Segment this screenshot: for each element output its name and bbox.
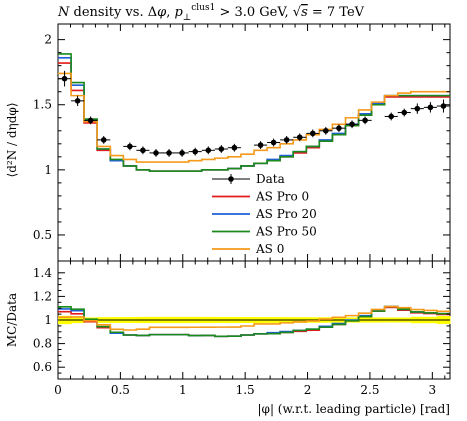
data-point [349,121,355,128]
data-point [270,139,277,146]
title-cut: > 3.0 GeV, [215,5,292,20]
x-tick-label: 1.5 [236,383,255,397]
data-point [218,146,225,152]
y-axis-label-ratio: MC/Data [5,293,19,347]
x-axis-label: |φ| (w.r.t. leading particle) [rad] [258,402,451,416]
title-perp: ⊥ [183,13,191,23]
title-density-vs: density vs. Δ [69,5,157,20]
ratio-line-as-0 [58,305,450,331]
data-point [401,109,408,116]
data-point [127,143,133,150]
y-tick-label-ratio: 1.2 [33,289,52,303]
series-line-as-pro-50 [58,53,450,172]
data-point [336,125,342,131]
data-point [440,103,447,109]
x-tick-label: 3 [429,383,437,397]
data-point [179,150,185,156]
title-comma: , [166,5,174,20]
data-point [231,144,238,151]
x-tick-label: 2 [304,383,312,397]
data-point [74,98,81,104]
title-phi: φ [157,5,167,20]
data-point [388,113,395,120]
y-axis-label-main: ⟨d²N / dηdφ⟩ [5,103,19,178]
legend-label-as-pro-0: AS Pro 0 [255,190,309,204]
title-p: p [174,5,183,20]
ratio-band-layer [58,315,451,325]
main-series-layer [58,53,450,172]
data-point [87,117,94,124]
x-tick-label: 1 [179,383,187,397]
legend-label-data: Data [256,172,285,186]
y-tick-label-main: 1 [44,163,52,177]
y-tick-label-ratio: 0.6 [33,360,52,374]
title-s: s [301,5,308,20]
data-point [153,150,159,156]
data-point [362,117,368,124]
title-clus: clus1 [191,3,215,13]
y-tick-label-ratio: 1 [44,313,52,327]
main-panel-frame [57,23,451,262]
data-point [427,104,434,111]
data-point [414,105,421,112]
y-tick-label-main: 2 [44,33,52,47]
chart-title: N density vs. Δφ, p⊥clus1 > 3.0 GeV, √s … [57,3,365,23]
data-point [205,147,212,154]
data-point [100,137,107,143]
title-n: N [57,5,70,20]
data-point [296,134,303,141]
data-point [323,127,329,134]
legend: Data AS Pro 0 AS Pro 20 AS Pro 50 AS 0 [212,172,317,256]
x-tick-label: 2.5 [360,383,379,397]
data-point [140,147,146,154]
y-tick-label-ratio: 0.8 [33,337,52,351]
data-point [283,137,290,143]
x-tick-label: 0.5 [111,383,130,397]
data-point [192,148,198,155]
title-energy: = 7 TeV [308,5,365,20]
data-point [257,142,264,148]
y-tick-label-ratio: 1.4 [33,266,52,280]
ratio-series-layer [58,305,450,338]
y-tick-label-main: 0.5 [33,228,52,242]
main-data-layer [58,70,451,157]
series-line-as-0 [58,72,450,163]
x-tick-label: 0 [54,383,62,397]
data-point [309,130,316,137]
title-sqrt: √ [293,5,302,20]
data-point [61,75,68,82]
ticks-layer: 0 0.5 1 1.5 2 2.5 3 0.5 1 1.5 2 0.6 0.8 1 1.2 1.4 [33,24,450,397]
legend-label-as-pro-20: AS Pro 20 [255,207,317,221]
data-point [166,150,172,156]
legend-label-as-pro-50: AS Pro 50 [255,225,317,239]
legend-label-as-0: AS 0 [255,242,284,256]
legend-data-marker [228,176,234,182]
y-tick-label-main: 1.5 [33,98,52,112]
